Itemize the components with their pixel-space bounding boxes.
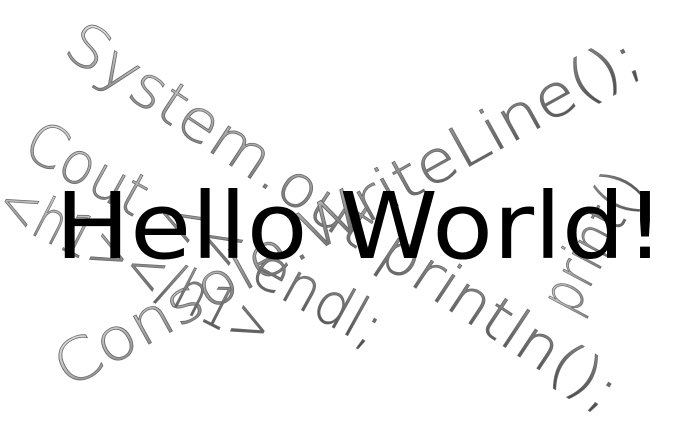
hello-title: Hello World! [55,173,665,280]
